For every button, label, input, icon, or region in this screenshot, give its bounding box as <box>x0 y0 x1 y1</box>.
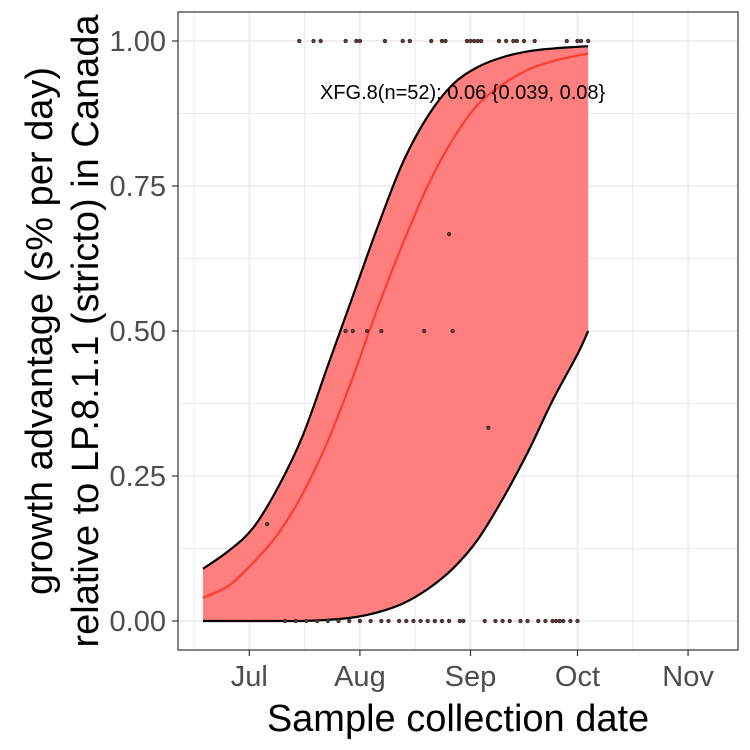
observation-point <box>357 618 363 624</box>
observation-point <box>400 38 405 44</box>
observation-point <box>379 618 384 624</box>
observation-point <box>357 38 363 44</box>
observation-point <box>379 328 384 334</box>
observation-point <box>482 618 487 624</box>
observation-point <box>404 618 409 624</box>
observation-point <box>354 38 359 44</box>
fit-line <box>202 52 589 599</box>
observation-point <box>521 38 527 44</box>
observation-point <box>464 38 470 44</box>
observation-point <box>504 38 509 44</box>
observation-point <box>343 328 348 334</box>
observation-point <box>468 38 473 44</box>
plot-panel <box>177 11 739 651</box>
observation-point <box>461 618 466 624</box>
observation-point <box>364 328 370 334</box>
y-tick-label: 0.75 <box>110 171 166 203</box>
x-tick-label: Oct <box>555 661 600 693</box>
observation-point <box>382 38 387 44</box>
x-tick-label: Aug <box>334 661 386 693</box>
observation-point <box>386 618 391 624</box>
observation-point <box>561 618 566 624</box>
observation-point <box>439 618 445 624</box>
observation-point <box>568 618 573 624</box>
observation-point <box>265 522 270 527</box>
observation-point <box>532 38 537 44</box>
y-tick-label: 1.00 <box>110 26 166 58</box>
upper-bound-line <box>202 45 589 570</box>
observation-point <box>411 618 416 624</box>
observation-point <box>575 38 580 44</box>
x-axis-ticks: Jul Aug Sep Oct Nov <box>231 650 714 693</box>
observation-point <box>347 618 352 624</box>
observation-point <box>397 618 402 624</box>
x-tick-label: Nov <box>662 661 714 693</box>
y-axis-title-line-1: growth advantage (s% per day) <box>19 67 61 595</box>
observation-point <box>496 38 502 44</box>
observation-point <box>311 38 316 44</box>
observation-point <box>446 232 452 237</box>
observation-point <box>586 38 591 44</box>
x-axis-title: Sample collection date <box>267 698 649 740</box>
observation-point <box>525 618 530 624</box>
observation-point <box>293 618 298 624</box>
observation-point <box>425 618 430 624</box>
y-axis-ticks: 0.00 0.25 0.50 0.75 1.00 <box>110 26 178 638</box>
observation-point <box>493 618 498 624</box>
x-tick-label: Sep <box>445 661 497 693</box>
observation-point <box>297 38 302 44</box>
observation-point <box>282 618 288 624</box>
observation-point <box>457 618 462 624</box>
observation-point <box>518 618 523 624</box>
observation-point <box>475 38 480 44</box>
observation-point <box>418 618 423 624</box>
observation-point <box>350 328 355 334</box>
y-tick-label: 0.00 <box>110 606 166 638</box>
confidence-ribbon <box>202 46 589 622</box>
observation-point <box>368 618 373 624</box>
observation-point <box>446 618 452 624</box>
observation-point <box>343 38 348 44</box>
observation-point <box>575 618 580 624</box>
observation-point <box>543 618 548 624</box>
observation-point <box>564 38 569 44</box>
observation-point <box>578 38 584 44</box>
observation-point <box>471 38 477 44</box>
observation-points <box>265 38 591 624</box>
observation-point <box>407 38 412 44</box>
observation-point <box>507 618 512 624</box>
observation-point <box>429 38 434 44</box>
y-tick-label: 0.50 <box>110 316 166 348</box>
observation-point <box>315 618 320 624</box>
observation-point <box>557 618 562 624</box>
observation-point <box>422 328 427 334</box>
observation-point <box>318 38 323 44</box>
observation-point <box>432 618 437 624</box>
fit-annotation: XFG.8(n=52): 0.06 {0.039, 0.08} <box>320 82 606 104</box>
observation-point <box>325 618 330 624</box>
observation-point <box>500 618 505 624</box>
observation-point <box>443 38 448 44</box>
observation-point <box>439 38 445 44</box>
observation-point <box>553 618 559 624</box>
x-tick-label: Jul <box>231 661 268 693</box>
observation-point <box>450 328 455 334</box>
observation-point <box>479 38 484 44</box>
observation-point <box>304 618 309 624</box>
observation-point <box>514 38 519 44</box>
observation-point <box>336 618 341 624</box>
observation-point <box>536 618 541 624</box>
observation-point <box>550 618 555 624</box>
y-axis-title-line-2: relative to LP.8.1.1 (stricto) in Canada <box>65 14 107 648</box>
y-tick-label: 0.25 <box>110 461 166 493</box>
observation-point <box>486 425 491 430</box>
lower-bound-line <box>202 330 590 623</box>
observation-point <box>511 38 516 44</box>
